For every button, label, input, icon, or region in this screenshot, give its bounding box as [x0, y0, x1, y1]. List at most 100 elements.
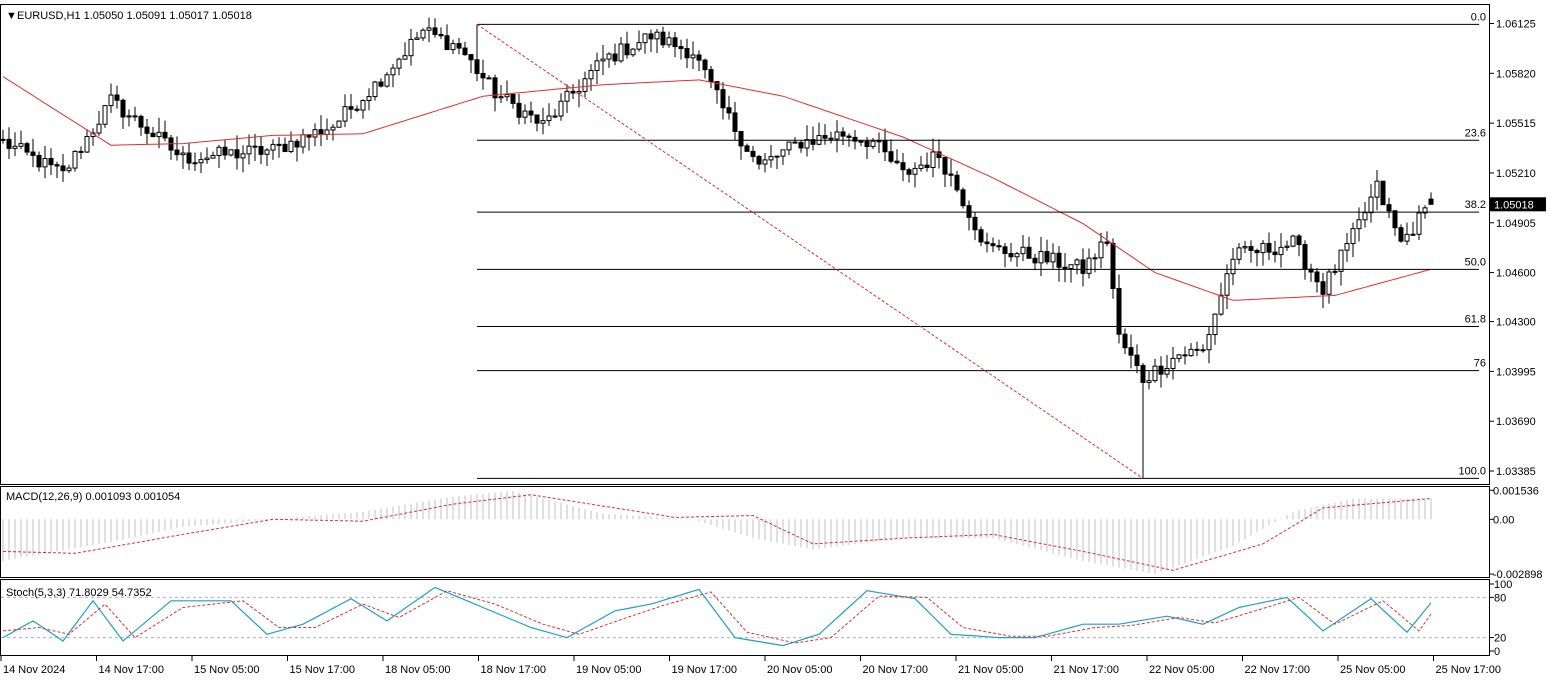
candle-body	[582, 78, 588, 92]
candle-body	[66, 167, 72, 172]
candle-body	[366, 96, 372, 101]
candle-body	[30, 151, 36, 156]
candle-body	[1410, 233, 1416, 236]
candle-body	[810, 139, 816, 145]
candle-body	[204, 157, 210, 161]
candle-body	[1356, 219, 1362, 230]
candle-body	[972, 216, 978, 231]
candle-body	[1290, 235, 1296, 247]
fib-level-label: 38.2	[1465, 199, 1486, 211]
time-tick-label: 20 Nov 17:00	[863, 664, 928, 676]
time-tick-label: 15 Nov 05:00	[194, 664, 259, 676]
time-tick-label: 14 Nov 2024	[3, 664, 65, 676]
candle-body	[894, 160, 900, 164]
fib-level-label: 50.0	[1465, 256, 1486, 268]
candle-body	[228, 149, 234, 156]
candle-body	[948, 173, 954, 176]
candle-body	[792, 141, 798, 144]
candle-body	[840, 131, 846, 137]
candle-body	[564, 90, 570, 102]
candle-body	[96, 123, 102, 134]
candle-body	[432, 27, 438, 35]
candle-body	[252, 145, 258, 148]
symbol-caret[interactable]: ▼	[6, 10, 17, 22]
candle-body	[672, 37, 678, 48]
candle-body	[1422, 207, 1428, 214]
candle-body	[420, 29, 426, 39]
time-tick-label: 14 Nov 17:00	[99, 664, 164, 676]
time-tick-label: 19 Nov 05:00	[576, 664, 641, 676]
candle-body	[1428, 198, 1434, 205]
candle-body	[1038, 251, 1044, 264]
candle-body	[1068, 264, 1074, 270]
candle-body	[282, 143, 288, 153]
fibonacci-retracement: 0.0 23.6 38.2 50.0 61.8 76 100.0	[476, 11, 1486, 479]
candle-body	[1230, 258, 1236, 275]
candle-body	[738, 130, 744, 147]
candle-body	[696, 54, 702, 61]
candle-body	[804, 139, 810, 149]
candle-body	[1236, 247, 1242, 260]
candle-body	[540, 120, 546, 124]
candle-body	[756, 155, 762, 165]
candle-body	[210, 154, 216, 159]
candle-body	[534, 114, 540, 124]
time-tick-label: 15 Nov 17:00	[290, 664, 355, 676]
candle-body	[1278, 246, 1284, 256]
candle-body	[1416, 212, 1422, 235]
candle-body	[1350, 228, 1356, 245]
candle-body	[300, 134, 306, 148]
price-plot[interactable]: 0.0 23.6 38.2 50.0 61.8 76 100.0	[0, 11, 1486, 479]
candle-body	[1284, 245, 1290, 248]
candle-body	[1344, 243, 1350, 251]
candle-body	[1182, 354, 1188, 357]
macd-plot[interactable]	[2, 490, 1432, 575]
candle-body	[1098, 241, 1104, 259]
candle-body	[132, 115, 138, 118]
candle-body	[864, 140, 870, 148]
candle-body	[474, 59, 480, 74]
candle-body	[732, 112, 738, 132]
candle-body	[1020, 246, 1026, 255]
candle-body	[552, 115, 558, 118]
candle-body	[666, 37, 672, 46]
candle-body	[270, 143, 276, 151]
candle-body	[240, 153, 246, 159]
candle-body	[1314, 271, 1320, 283]
current-price-label: 1.05018	[1494, 199, 1534, 211]
candle-body	[978, 229, 984, 243]
candle-body	[1218, 294, 1224, 315]
candle-body	[54, 164, 60, 167]
candle-body	[384, 74, 390, 87]
candle-body	[1062, 266, 1068, 270]
candle-body	[702, 59, 708, 71]
candle-body	[996, 245, 1002, 248]
price-tick-label: 1.05515	[1496, 118, 1536, 130]
candle-body	[684, 48, 690, 59]
candle-body	[324, 129, 330, 136]
candle-body	[462, 47, 468, 56]
candle-body	[1296, 235, 1302, 246]
candle-body	[144, 126, 150, 134]
candle-body	[594, 60, 600, 72]
candle-body	[1362, 212, 1368, 221]
candle-body	[798, 141, 804, 149]
candle-body	[1374, 180, 1380, 198]
candle-body	[1014, 253, 1020, 258]
stoch-tick-label: 20	[1494, 633, 1506, 645]
candle-body	[1074, 259, 1080, 266]
candle-body	[318, 129, 324, 136]
stochastic-plot[interactable]	[1, 586, 1489, 647]
candle-body	[330, 126, 336, 131]
candle-body	[714, 81, 720, 91]
candle-body	[1212, 313, 1218, 336]
candle-body	[870, 140, 876, 148]
candle-body	[942, 157, 948, 175]
candle-body	[1254, 249, 1260, 254]
price-tick-label: 1.05820	[1496, 68, 1536, 80]
candle-body	[1338, 249, 1344, 272]
candle-body	[6, 138, 12, 149]
candle-body	[450, 43, 456, 51]
